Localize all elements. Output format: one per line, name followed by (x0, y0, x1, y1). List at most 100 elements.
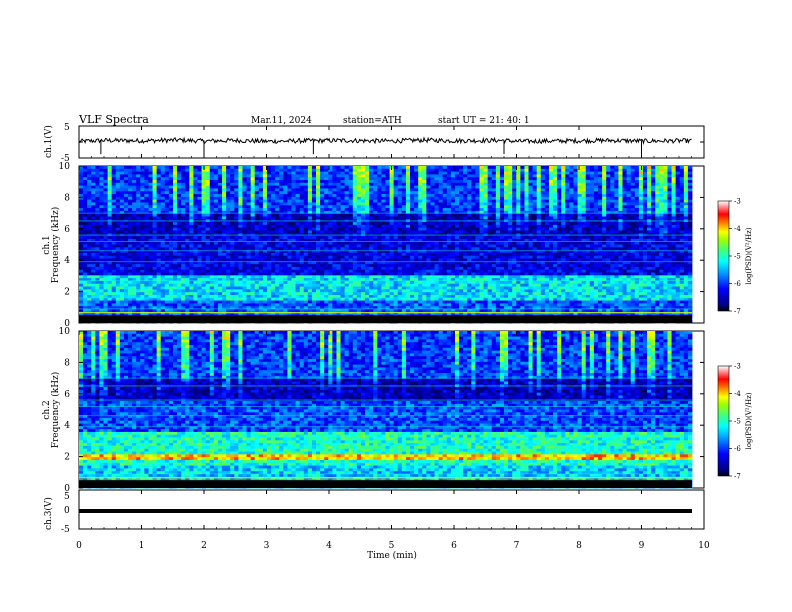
spectrogram-cell (553, 177, 558, 181)
spectrogram-cell (430, 205, 435, 209)
spectrogram-cell (123, 241, 129, 245)
spectrogram-cell (598, 168, 603, 172)
spectrogram-cell (99, 208, 104, 212)
spectrogram-cell (279, 255, 284, 259)
spectrogram-cell (454, 255, 460, 259)
spectrogram-cell (197, 180, 202, 184)
spectrogram-cell (614, 230, 619, 234)
spectrogram-cell (385, 255, 390, 259)
spectrogram-cell (303, 250, 309, 254)
spectrogram-cell (246, 194, 252, 198)
spectrogram-cell (671, 241, 677, 245)
spectrogram-cell (504, 236, 509, 240)
spectrogram-cell (397, 213, 403, 217)
spectrogram-cell (320, 185, 325, 189)
spectrogram-cell (340, 224, 346, 229)
spectrogram-cell (532, 174, 538, 178)
spectrogram-cell (328, 185, 333, 189)
spectrogram-cell (508, 247, 513, 251)
spectrogram-cell (557, 191, 562, 195)
spectrogram-cell (369, 238, 374, 243)
spectrogram-cell (119, 247, 125, 251)
spectrogram-cell (348, 255, 354, 259)
spectrogram-cell (642, 174, 648, 178)
spectrogram-cell (561, 180, 566, 184)
spectrogram-cell (393, 205, 399, 209)
spectrogram-cell (172, 238, 178, 243)
spectrogram-cell (369, 196, 374, 201)
spectrogram-cell (593, 182, 599, 187)
spectrogram-cell (614, 174, 619, 178)
spectrogram-cell (377, 238, 382, 243)
spectrogram-cell (663, 188, 668, 192)
spectrogram-cell (393, 174, 399, 178)
spectrogram-cell (573, 205, 578, 209)
spectrogram-cell (226, 177, 231, 181)
spectrogram-cell (185, 191, 190, 195)
spectrogram-cell (222, 180, 227, 184)
spectrogram-cell (213, 244, 219, 248)
spectrogram-cell (189, 247, 194, 251)
spectrogram-cell (213, 185, 219, 189)
spectrogram-cell (254, 252, 260, 257)
spectrogram-cell (177, 210, 182, 215)
spectrogram-cell (634, 227, 640, 231)
spectrogram-cell (140, 199, 145, 203)
spectrogram-cell (385, 216, 390, 220)
spectrogram-cell (569, 244, 574, 248)
spectrogram-cell (271, 230, 276, 234)
spectrogram-cell (226, 238, 231, 243)
spectrogram-cell (573, 210, 578, 215)
spectrogram-cell (675, 202, 681, 206)
spectrogram-cell (295, 194, 301, 198)
spectrogram-cell (471, 202, 476, 206)
spectrogram-cell (647, 196, 652, 201)
spectrogram-cell (201, 210, 207, 215)
spectrogram-cell (622, 205, 628, 209)
spectrogram-cell (483, 174, 489, 178)
spectrogram-cell (136, 236, 141, 240)
spectrogram-cell (128, 188, 133, 192)
spectrogram-cell (209, 236, 215, 240)
spectrogram-cell (540, 208, 546, 212)
spectrogram-cell (185, 188, 190, 192)
spectrogram-cell (405, 213, 411, 217)
spectrogram-cell (589, 236, 595, 240)
spectrogram-cell (659, 227, 664, 231)
spectrogram-cell (483, 202, 489, 206)
spectrogram-cell (250, 222, 256, 226)
spectrogram-cell (426, 208, 431, 212)
spectrogram-cell (201, 177, 207, 181)
spectrogram-cell (663, 202, 668, 206)
spectrogram-cell (393, 222, 399, 226)
spectrogram-cell (414, 241, 419, 245)
spectrogram-cell (258, 230, 264, 234)
spectrogram-cell (565, 222, 570, 226)
spectrogram-cell (524, 210, 529, 215)
spectrogram-cell (459, 230, 464, 234)
spectrogram-cell (99, 180, 104, 184)
spectrogram-cell (181, 252, 186, 257)
spectrogram-cell (540, 241, 546, 245)
spectrogram-cell (504, 171, 509, 175)
spectrogram-cell (548, 199, 554, 203)
spectrogram-cell (577, 191, 583, 195)
spectrogram-cell (520, 191, 525, 195)
spectrogram-cell (222, 171, 227, 175)
spectrogram-cell (422, 194, 427, 198)
spectrogram-cell (655, 244, 660, 248)
spectrogram-cell (250, 174, 256, 178)
spectrogram-cell (168, 185, 174, 189)
spectrogram-cell (303, 238, 309, 243)
spectrogram-cell (491, 182, 497, 187)
spectrogram-cell (344, 185, 350, 189)
spectrogram-cell (226, 255, 231, 259)
spectrogram-cell (602, 196, 607, 201)
spectrogram-cell (573, 196, 578, 201)
spectrogram-cell (548, 210, 554, 215)
spectrogram-cell (332, 250, 337, 254)
spectrogram-cell (123, 210, 129, 215)
spectrogram-cell (238, 202, 243, 206)
spectrogram-cell (638, 196, 644, 201)
spectrogram-cell (536, 210, 542, 215)
